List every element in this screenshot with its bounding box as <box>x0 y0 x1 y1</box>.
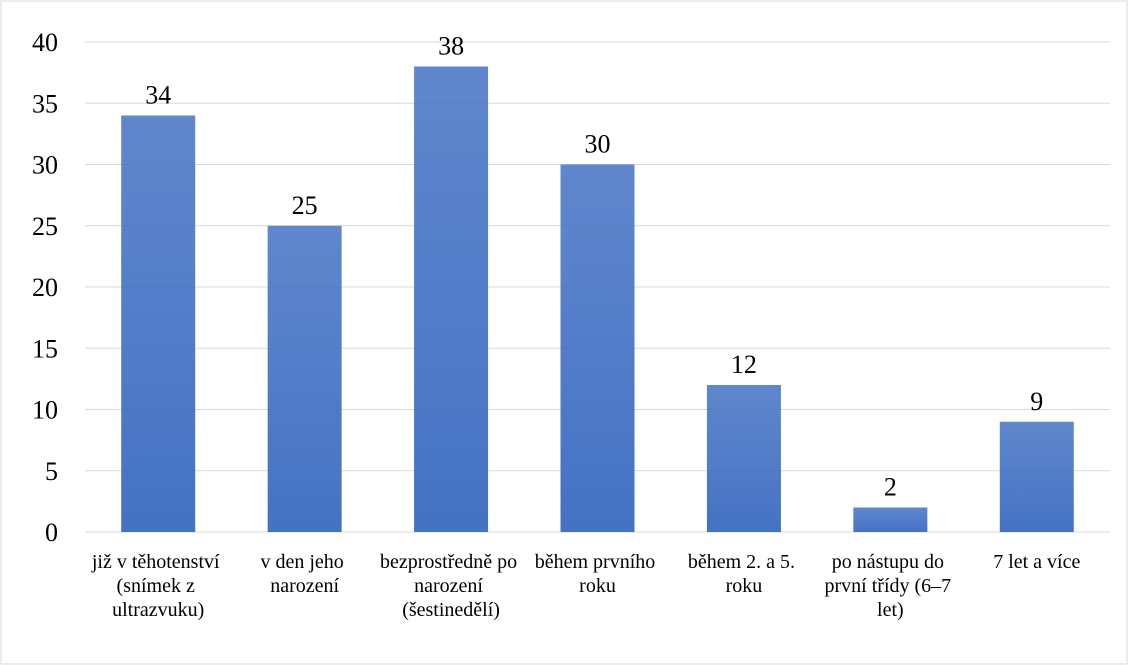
x-tick-line: roku <box>726 575 763 597</box>
x-tick-line: první třídy (6–7 <box>825 575 957 597</box>
x-tick-line: roku <box>579 575 616 597</box>
bar <box>414 66 489 532</box>
x-tick-label: během prvního roku <box>535 551 661 597</box>
y-tick-label: 40 <box>32 28 58 57</box>
x-tick-label: 7 let a více <box>993 551 1080 573</box>
data-label: 30 <box>585 130 611 159</box>
x-tick-label: již v těhotenství (snímek z ultrazvuku) <box>91 551 225 621</box>
x-tick-line: během prvního <box>535 551 661 573</box>
x-tick-line: (snímek z <box>117 575 200 597</box>
x-tick-label: bezprostředně po narození (šestinedělí) <box>380 551 522 621</box>
x-tick-line: v den jeho <box>260 551 348 573</box>
x-tick-line: již v těhotenství <box>91 551 225 573</box>
y-tick-label: 35 <box>32 89 58 118</box>
bar <box>267 225 342 532</box>
x-tick-line: během 2. a 5. <box>688 551 800 573</box>
data-label: 34 <box>145 81 171 110</box>
bar <box>999 421 1074 532</box>
y-tick-label: 20 <box>32 273 58 302</box>
x-tick-line: narození <box>414 575 488 597</box>
x-tick-line: narození <box>270 575 339 597</box>
y-tick-label: 5 <box>45 457 58 486</box>
x-tick-line: bezprostředně po <box>380 551 522 573</box>
y-tick-label: 15 <box>32 334 58 363</box>
x-tick-line: ultrazvuku) <box>112 599 204 621</box>
y-tick-label: 30 <box>32 151 58 180</box>
y-tick-label: 25 <box>32 212 58 241</box>
y-tick-label: 10 <box>32 396 58 425</box>
data-label: 38 <box>438 32 464 61</box>
bar <box>853 507 928 532</box>
data-label: 9 <box>1030 387 1043 416</box>
bar <box>121 115 196 532</box>
data-label: 2 <box>884 473 897 502</box>
x-tick-line: (šestinedělí) <box>402 599 500 621</box>
x-tick-line: 7 let a více <box>993 551 1080 573</box>
x-tick-label: během 2. a 5. roku <box>688 551 800 597</box>
data-label: 25 <box>292 191 318 220</box>
bar <box>706 385 781 532</box>
bar <box>560 164 635 532</box>
x-tick-line: let) <box>877 599 904 621</box>
data-label: 12 <box>731 350 757 379</box>
x-tick-label: v den jeho narození <box>260 551 348 597</box>
x-tick-label: po nástupu do první třídy (6–7 let) <box>825 551 957 621</box>
y-tick-label: 0 <box>45 518 58 547</box>
x-tick-line: po nástupu do <box>832 551 949 573</box>
